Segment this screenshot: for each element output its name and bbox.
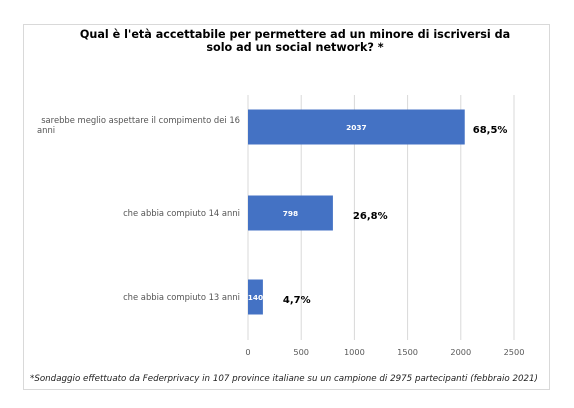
percent-label: 4,7% bbox=[283, 295, 311, 306]
category-label: anni bbox=[37, 125, 55, 135]
x-tick-label: 500 bbox=[293, 347, 309, 357]
x-tick-label: 1500 bbox=[397, 347, 418, 357]
x-tick-label: 1000 bbox=[344, 347, 365, 357]
x-tick-label: 0 bbox=[245, 347, 250, 357]
x-tick-label: 2500 bbox=[504, 347, 525, 357]
labels: 0 500 1000 1500 2000 2500 2037 68,5% sarebbe meg… bbox=[37, 115, 524, 357]
bars bbox=[248, 109, 465, 315]
percent-label: 68,5% bbox=[473, 125, 508, 136]
x-tick-label: 2000 bbox=[450, 347, 471, 357]
bar-value-label: 140 bbox=[248, 293, 263, 302]
percent-label: 26,8% bbox=[353, 211, 388, 222]
category-label: che abbia compiuto 13 anni bbox=[123, 292, 240, 302]
bar-value-label: 798 bbox=[283, 209, 298, 218]
chart-title: Qual è l'età accettabile per permettere … bbox=[79, 28, 511, 54]
bar bbox=[248, 195, 333, 231]
bar bbox=[248, 109, 465, 145]
bar-value-label: 2037 bbox=[346, 123, 367, 132]
category-label: che abbia compiuto 14 anni bbox=[123, 208, 240, 218]
footnote: *Sondaggio effettuato da Federprivacy in… bbox=[30, 374, 538, 384]
bar bbox=[248, 279, 263, 315]
category-label: sarebbe meglio aspettare il compimento d… bbox=[41, 115, 240, 125]
